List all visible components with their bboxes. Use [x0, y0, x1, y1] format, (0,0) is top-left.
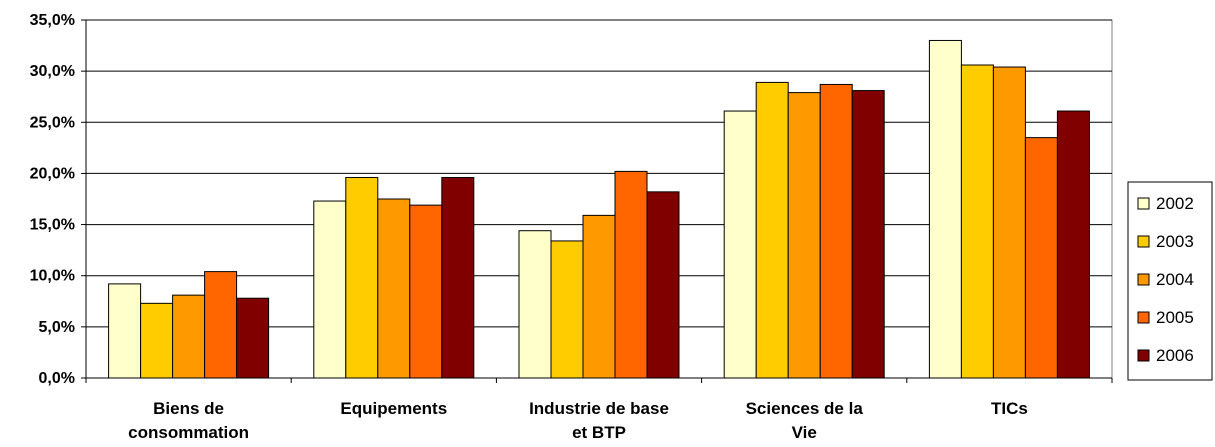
category-label-line: Biens de [153, 399, 224, 418]
bar-2003-0 [140, 302, 174, 379]
category-label: Biens de consommation [128, 399, 249, 442]
legend-swatch-2004 [1137, 273, 1150, 286]
category-label-line: Industrie de base [529, 399, 669, 418]
legend: 2002 2003 2004 2005 2006 [1127, 181, 1213, 381]
bar-2004-2 [582, 214, 616, 379]
legend-label-2004: 2004 [1156, 270, 1194, 289]
category-label-line: Sciences de la [746, 399, 864, 418]
category-label: Equipements [340, 399, 447, 418]
bar-2006-4 [1056, 110, 1090, 379]
y-tick-label: 20,0% [30, 165, 75, 182]
y-tick-label: 10,0% [30, 268, 75, 285]
bar-2005-4 [1024, 137, 1058, 379]
bar-2002-0 [108, 283, 142, 379]
y-tick-label: 0,0% [39, 370, 75, 387]
bar-2003-1 [345, 177, 379, 379]
category-label: Sciences de la Vie [746, 399, 864, 442]
legend-label-2006: 2006 [1156, 346, 1194, 365]
bar-2006-1 [441, 177, 475, 379]
bar-2004-1 [377, 198, 411, 379]
bar-2005-2 [614, 170, 648, 379]
category-label-line: et BTP [572, 423, 626, 442]
bar-2004-4 [992, 66, 1026, 379]
category-label-line: Vie [792, 423, 817, 442]
legend-label-2002: 2002 [1156, 194, 1194, 213]
bar-2003-4 [960, 64, 994, 379]
category-label-line: Equipements [340, 399, 447, 418]
category-label: TICs [991, 399, 1028, 418]
legend-swatch-2006 [1137, 349, 1150, 362]
bar-2003-2 [550, 240, 584, 379]
bar-2005-3 [819, 83, 853, 379]
bar-2004-0 [172, 294, 206, 379]
legend-swatch-2003 [1137, 235, 1150, 248]
y-tick-labels: 0,0% 5,0% 10,0% 15,0% 20,0% 25,0% 30,0% 35,0% [30, 12, 75, 387]
y-tick-label: 35,0% [30, 12, 75, 29]
bar-2002-2 [518, 230, 552, 379]
bar-2003-3 [755, 81, 789, 379]
y-tick-label: 25,0% [30, 114, 75, 131]
bar-2002-4 [928, 39, 962, 379]
category-labels: Biens de consommation Equipements Industrie… [128, 399, 1028, 442]
bar-2004-3 [787, 92, 821, 379]
bar-2006-3 [851, 90, 885, 379]
bar-2006-2 [646, 191, 680, 379]
bar-2005-1 [409, 204, 443, 379]
legend-label-2005: 2005 [1156, 308, 1194, 327]
category-label-line: TICs [991, 399, 1028, 418]
legend-swatch-2005 [1137, 311, 1150, 324]
category-label: Industrie de base et BTP [529, 399, 669, 442]
y-tick-label: 15,0% [30, 217, 75, 234]
legend-swatch-2002 [1137, 197, 1150, 210]
bar-2002-1 [313, 200, 347, 379]
bars [108, 39, 1090, 379]
legend-label-2003: 2003 [1156, 232, 1194, 251]
bar-2006-0 [236, 297, 270, 379]
category-label-line: consommation [128, 423, 249, 442]
bar-2002-3 [723, 110, 757, 379]
bar-2005-0 [204, 271, 238, 379]
y-tick-label: 5,0% [39, 319, 75, 336]
y-tick-label: 30,0% [30, 63, 75, 80]
